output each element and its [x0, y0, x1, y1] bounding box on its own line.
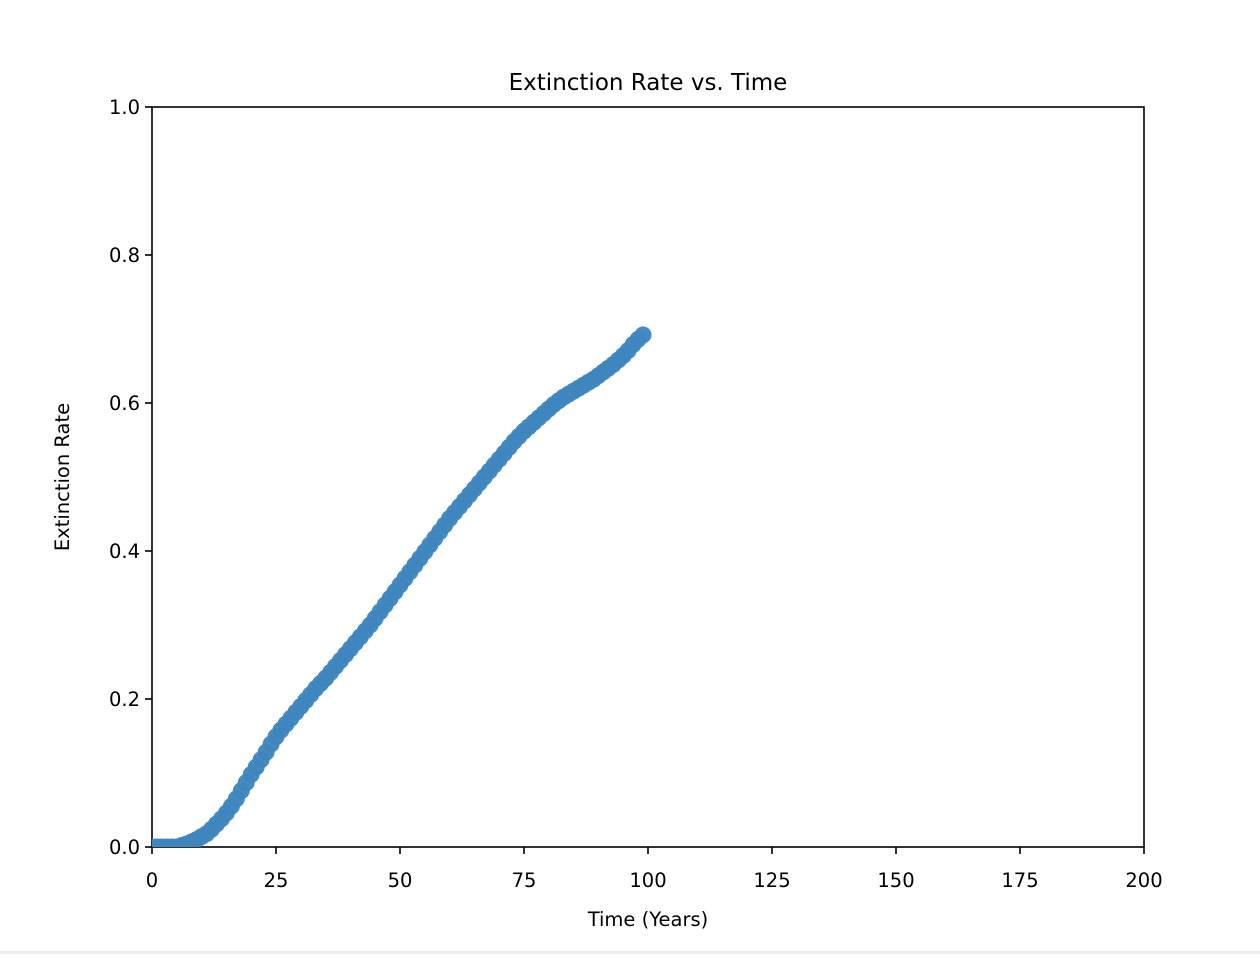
data-points-layer [152, 326, 652, 847]
y-tick-label-4: 0.8 [109, 244, 140, 267]
x-tick-label-2: 50 [388, 869, 413, 892]
y-tick-label-1: 0.2 [109, 688, 140, 711]
x-tick-label-8: 200 [1125, 869, 1162, 892]
data-point-0-99 [634, 326, 652, 344]
y-axis: 0.0 0.2 0.4 0.6 0.8 1.0 [109, 96, 152, 859]
plot-area [151, 106, 1145, 848]
x-tick-label-1: 25 [264, 869, 289, 892]
x-tick-label-4: 100 [629, 869, 666, 892]
chart-title: Extinction Rate vs. Time [509, 70, 788, 96]
x-tick-label-0: 0 [146, 869, 158, 892]
y-tick-label-3: 0.6 [109, 392, 140, 415]
x-tick-label-6: 150 [877, 869, 914, 892]
y-tick-label-2: 0.4 [109, 540, 140, 563]
x-axis-label: Time (Years) [587, 908, 709, 931]
y-tick-label-5: 1.0 [109, 96, 140, 119]
plot-frame [151, 106, 1145, 848]
footer-band [0, 951, 1260, 954]
y-axis-label: Extinction Rate [51, 403, 74, 551]
x-tick-label-3: 75 [512, 869, 537, 892]
y-tick-label-0: 0.0 [109, 836, 140, 859]
x-axis: 0 25 50 75 100 125 150 175 200 [146, 847, 1163, 892]
x-tick-label-7: 175 [1001, 869, 1038, 892]
x-tick-label-5: 125 [753, 869, 790, 892]
